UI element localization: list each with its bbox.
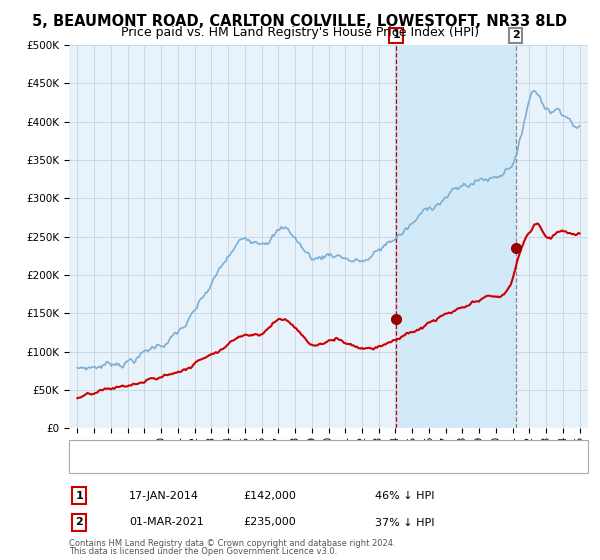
- Text: Contains HM Land Registry data © Crown copyright and database right 2024.: Contains HM Land Registry data © Crown c…: [69, 539, 395, 548]
- Text: £142,000: £142,000: [243, 491, 296, 501]
- Bar: [396, 45, 515, 428]
- Text: 2: 2: [76, 517, 83, 528]
- Text: 46% ↓ HPI: 46% ↓ HPI: [375, 491, 434, 501]
- Text: £235,000: £235,000: [243, 517, 296, 528]
- Text: 1: 1: [76, 491, 83, 501]
- Text: 2: 2: [512, 30, 520, 40]
- Text: Price paid vs. HM Land Registry's House Price Index (HPI): Price paid vs. HM Land Registry's House …: [121, 26, 479, 39]
- Text: HPI: Average price, detached house, East Suffolk: HPI: Average price, detached house, East…: [93, 457, 348, 467]
- Text: —: —: [75, 444, 89, 458]
- Text: This data is licensed under the Open Government Licence v3.0.: This data is licensed under the Open Gov…: [69, 547, 337, 556]
- Text: —: —: [75, 455, 89, 469]
- Text: 1: 1: [392, 30, 400, 40]
- Text: 17-JAN-2014: 17-JAN-2014: [129, 491, 199, 501]
- Text: 5, BEAUMONT ROAD, CARLTON COLVILLE, LOWESTOFT, NR33 8LD: 5, BEAUMONT ROAD, CARLTON COLVILLE, LOWE…: [32, 14, 568, 29]
- Text: 5, BEAUMONT ROAD, CARLTON COLVILLE, LOWESTOFT, NR33 8LD (detached house): 5, BEAUMONT ROAD, CARLTON COLVILLE, LOWE…: [93, 446, 529, 456]
- Text: 01-MAR-2021: 01-MAR-2021: [129, 517, 204, 528]
- Text: 37% ↓ HPI: 37% ↓ HPI: [375, 517, 434, 528]
